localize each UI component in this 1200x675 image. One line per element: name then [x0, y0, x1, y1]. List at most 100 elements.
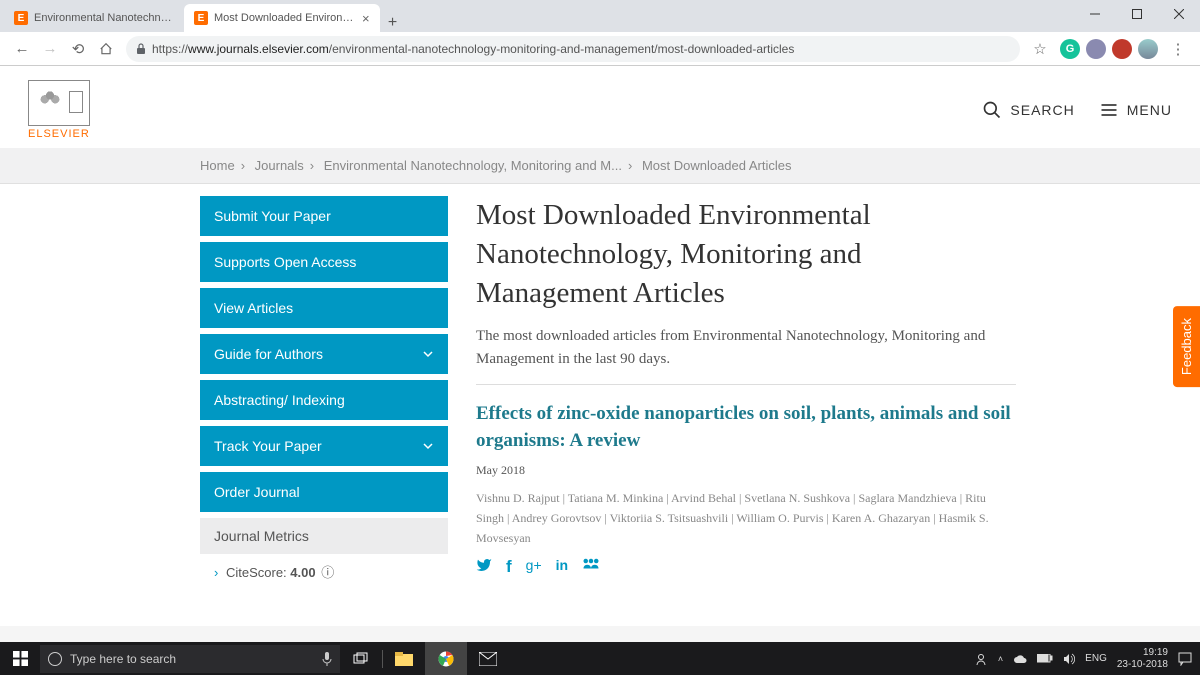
sidebar-item-view[interactable]: View Articles [200, 288, 448, 328]
article-date: May 2018 [476, 463, 1016, 478]
sidebar-citescore[interactable]: › CiteScore: 4.00 ⓘ [200, 554, 448, 589]
tab-label: Most Downloaded Environmenta [214, 12, 354, 24]
article-authors: Vishnu D. Rajput | Tatiana M. Minkina | … [476, 488, 1016, 549]
feedback-tab[interactable]: Feedback [1173, 306, 1200, 387]
sidebar-item-label: Track Your Paper [214, 438, 322, 454]
divider [476, 384, 1016, 385]
close-window-button[interactable] [1158, 0, 1200, 28]
tray-clock[interactable]: 19:19 23-10-2018 [1117, 647, 1168, 671]
onedrive-icon[interactable] [1013, 654, 1027, 664]
volume-icon[interactable] [1063, 653, 1075, 665]
battery-icon[interactable] [1037, 654, 1053, 663]
tray-language[interactable]: ENG [1085, 653, 1107, 664]
browser-tab-1[interactable]: E Most Downloaded Environmenta × [184, 4, 380, 32]
sidebar-item-label: Supports Open Access [214, 254, 356, 270]
browser-chrome: E Environmental Nanotechnology, E Most D… [0, 0, 1200, 66]
favicon-icon: E [194, 11, 208, 25]
url-text: https://www.journals.elsevier.com/enviro… [152, 42, 794, 56]
sidebar-item-label: Guide for Authors [214, 346, 323, 362]
tab-strip: E Environmental Nanotechnology, E Most D… [0, 0, 1200, 32]
browser-tab-0[interactable]: E Environmental Nanotechnology, [4, 4, 184, 32]
back-button[interactable]: ← [8, 35, 36, 63]
page-subtitle: The most downloaded articles from Enviro… [476, 325, 1016, 370]
googleplus-icon[interactable]: g+ [526, 557, 542, 577]
notification-icon[interactable] [1178, 652, 1192, 666]
sidebar-item-track[interactable]: Track Your Paper [200, 426, 448, 466]
chevron-down-icon [422, 348, 434, 360]
star-button[interactable]: ☆ [1026, 35, 1054, 63]
tray-chevron-icon[interactable]: ˄ [998, 654, 1003, 664]
facebook-icon[interactable]: f [506, 557, 512, 577]
sidebar-item-guide[interactable]: Guide for Authors [200, 334, 448, 374]
windows-taskbar: Type here to search ˄ ENG 19:19 23-10-20… [0, 642, 1200, 675]
site-header: ELSEVIER SEARCH MENU [0, 66, 1200, 148]
sidebar: Submit Your Paper Supports Open Access V… [200, 196, 448, 589]
taskbar-search[interactable]: Type here to search [40, 645, 340, 673]
chrome-icon[interactable] [425, 642, 467, 675]
hamburger-icon [1099, 100, 1119, 120]
lock-icon [136, 43, 146, 55]
logo-text: ELSEVIER [28, 128, 90, 140]
search-placeholder: Type here to search [70, 652, 176, 666]
tray-date: 23-10-2018 [1117, 659, 1168, 671]
breadcrumb-item: Most Downloaded Articles [642, 158, 792, 173]
chevron-down-icon [422, 440, 434, 452]
citescore-label: CiteScore: [226, 565, 287, 580]
sidebar-item-label: Abstracting/ Indexing [214, 392, 345, 408]
share-row: f g+ in [476, 557, 1016, 577]
profile-avatar[interactable] [1138, 39, 1158, 59]
sidebar-item-submit[interactable]: Submit Your Paper [200, 196, 448, 236]
menu-dots-button[interactable]: ⋮ [1164, 35, 1192, 63]
explorer-icon[interactable] [383, 642, 425, 675]
logo-tree-icon [28, 80, 90, 126]
close-tab-icon[interactable]: × [362, 11, 370, 26]
windows-icon [13, 651, 28, 666]
linkedin-icon[interactable]: in [556, 557, 568, 577]
mic-icon[interactable] [322, 652, 332, 666]
sidebar-item-label: View Articles [214, 300, 293, 316]
search-icon [982, 100, 1002, 120]
cortana-icon [48, 652, 62, 666]
info-icon[interactable]: ⓘ [321, 565, 334, 580]
page-title: Most Downloaded Environmental Nanotechno… [476, 196, 1016, 313]
tray-time: 19:19 [1117, 647, 1168, 659]
breadcrumb: Home› Journals› Environmental Nanotechno… [0, 148, 1200, 184]
search-button[interactable]: SEARCH [982, 100, 1074, 120]
breadcrumb-item[interactable]: Journals [255, 158, 304, 173]
sidebar-item-order[interactable]: Order Journal [200, 472, 448, 512]
favicon-icon: E [14, 11, 28, 25]
mendeley-icon[interactable] [582, 557, 600, 577]
chevron-right-icon: › [214, 565, 218, 580]
home-button[interactable] [92, 35, 120, 63]
twitter-icon[interactable] [476, 557, 492, 577]
forward-button[interactable]: → [36, 35, 64, 63]
sidebar-item-abstracting[interactable]: Abstracting/ Indexing [200, 380, 448, 420]
extension-icon-2[interactable] [1112, 39, 1132, 59]
maximize-button[interactable] [1116, 0, 1158, 28]
tab-label: Environmental Nanotechnology, [34, 12, 174, 24]
mail-icon[interactable] [467, 642, 509, 675]
elsevier-logo[interactable]: ELSEVIER [28, 80, 90, 140]
citescore-value: 4.00 [290, 565, 315, 580]
breadcrumb-item[interactable]: Environmental Nanotechnology, Monitoring… [324, 158, 622, 173]
task-view-button[interactable] [340, 642, 382, 675]
browser-toolbar: ← → ⟲ https://www.journals.elsevier.com/… [0, 32, 1200, 66]
address-bar[interactable]: https://www.journals.elsevier.com/enviro… [126, 36, 1020, 62]
extension-icon[interactable] [1086, 39, 1106, 59]
new-tab-button[interactable]: + [380, 14, 406, 32]
search-label: SEARCH [1010, 102, 1074, 118]
sidebar-item-openaccess[interactable]: Supports Open Access [200, 242, 448, 282]
minimize-button[interactable] [1074, 0, 1116, 28]
menu-button[interactable]: MENU [1099, 100, 1172, 120]
sidebar-item-label: Submit Your Paper [214, 208, 331, 224]
article-title[interactable]: Effects of zinc-oxide nanoparticles on s… [476, 401, 1016, 454]
menu-label: MENU [1127, 102, 1172, 118]
people-icon[interactable] [974, 652, 988, 666]
grammarly-icon[interactable]: G [1060, 39, 1080, 59]
reload-button[interactable]: ⟲ [64, 35, 92, 63]
start-button[interactable] [0, 651, 40, 666]
system-tray: ˄ ENG 19:19 23-10-2018 [974, 647, 1200, 671]
page-content: ELSEVIER SEARCH MENU Home› Journals› Env… [0, 66, 1200, 626]
window-controls [1074, 0, 1200, 28]
breadcrumb-item[interactable]: Home [200, 158, 235, 173]
